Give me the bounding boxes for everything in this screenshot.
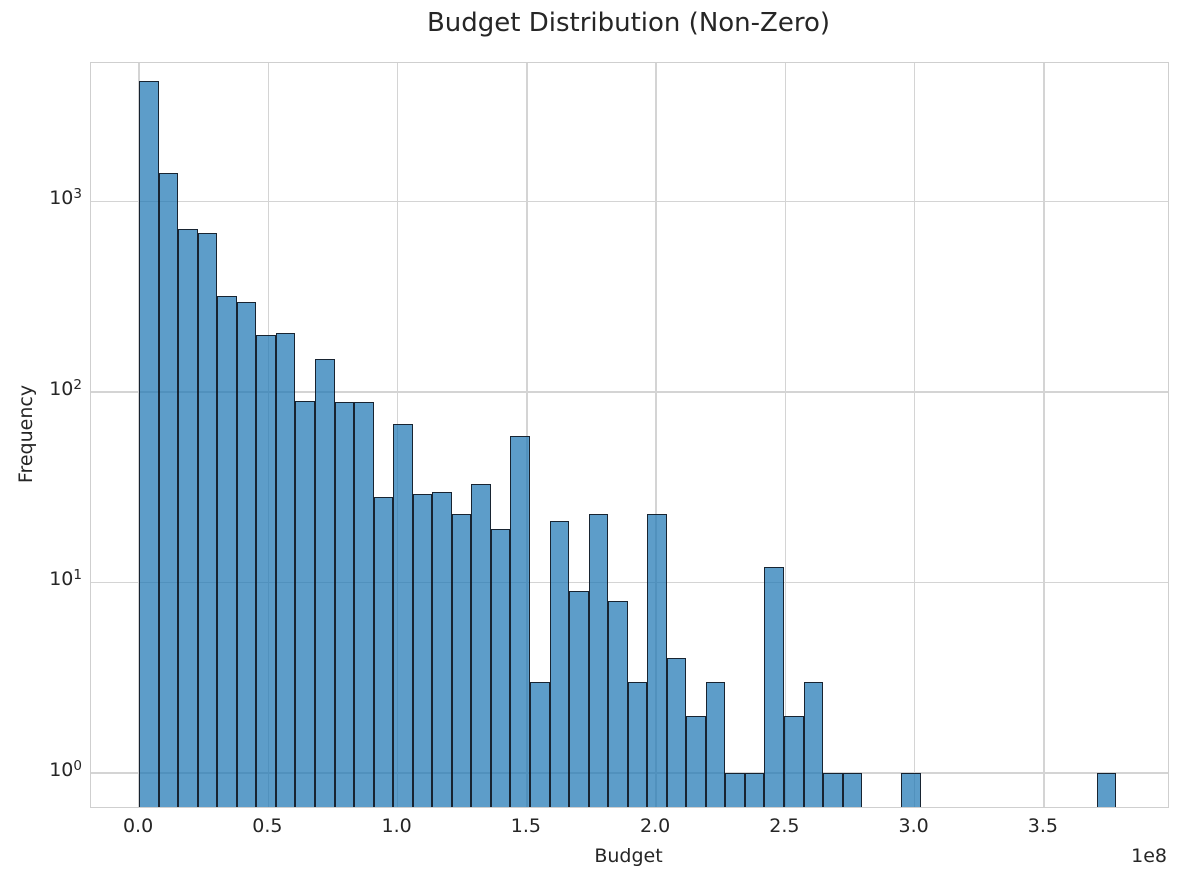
x-tick-label: 2.0 xyxy=(640,815,671,837)
histogram-bar xyxy=(236,301,257,807)
histogram-bar xyxy=(1096,772,1117,807)
histogram-bar xyxy=(608,600,628,807)
histogram-bar xyxy=(295,400,315,807)
histogram-bar xyxy=(432,491,452,807)
histogram-bar xyxy=(451,513,472,807)
x-axis-offset-label: 1e8 xyxy=(1131,845,1167,867)
histogram-bar xyxy=(334,401,355,807)
x-tick-label: 1.0 xyxy=(381,815,412,837)
chart-title: Budget Distribution (Non-Zero) xyxy=(426,8,831,38)
histogram-bar xyxy=(588,513,609,807)
histogram-bar xyxy=(471,483,491,807)
x-gridline xyxy=(913,63,916,807)
y-tick-label: 102 xyxy=(49,376,82,400)
y-axis-label: Frequency xyxy=(15,384,37,484)
histogram-bar xyxy=(823,772,843,807)
histogram-bar xyxy=(354,402,374,807)
x-tick-label: 3.0 xyxy=(898,815,929,837)
y-tick-label: 100 xyxy=(49,757,82,781)
histogram-bar xyxy=(178,229,198,807)
histogram-bar xyxy=(510,435,530,807)
histogram-bar xyxy=(627,682,648,807)
histogram-bar xyxy=(764,567,785,807)
histogram-bar xyxy=(490,529,511,807)
x-gridline xyxy=(138,63,140,807)
histogram-bar xyxy=(373,497,394,807)
histogram-bar xyxy=(549,521,570,807)
x-axis-label: Budget xyxy=(594,845,663,867)
histogram-bar xyxy=(314,359,335,807)
y-tick-label: 103 xyxy=(49,186,82,210)
histogram-bar xyxy=(705,682,726,807)
x-tick-label: 0.5 xyxy=(252,815,283,837)
histogram-bar xyxy=(569,591,589,807)
histogram-bar xyxy=(139,80,159,807)
histogram-bar xyxy=(842,772,863,807)
y-gridline xyxy=(91,581,1168,584)
y-gridline xyxy=(91,200,1168,203)
histogram-bar xyxy=(803,682,824,807)
histogram-bars xyxy=(91,63,1168,807)
histogram-bar xyxy=(686,715,706,807)
x-tick-label: 0.0 xyxy=(122,815,154,837)
histogram-bar xyxy=(412,494,433,807)
histogram-bar xyxy=(275,333,296,807)
x-tick-label: 2.5 xyxy=(769,815,800,837)
histogram-bar xyxy=(647,513,667,807)
histogram-bar xyxy=(744,772,765,807)
x-gridline xyxy=(526,63,528,807)
plot-area xyxy=(90,62,1169,808)
histogram-bar xyxy=(666,658,687,807)
histogram-bar xyxy=(725,772,745,807)
histogram-bar xyxy=(901,772,921,807)
histogram-bar xyxy=(256,334,276,807)
x-gridline xyxy=(655,63,657,807)
histogram-bar xyxy=(158,173,179,807)
histogram-bar xyxy=(784,715,804,807)
x-tick-label: 3.5 xyxy=(1027,815,1059,837)
x-tick-label: 1.5 xyxy=(510,815,541,837)
histogram-bar xyxy=(529,682,550,807)
x-gridline xyxy=(1043,63,1045,807)
histogram-bar xyxy=(217,296,237,807)
histogram-bar xyxy=(197,233,218,807)
histogram-bar xyxy=(393,423,413,807)
y-gridline xyxy=(91,391,1168,393)
x-gridline xyxy=(784,63,787,807)
y-tick-label: 101 xyxy=(49,567,82,591)
